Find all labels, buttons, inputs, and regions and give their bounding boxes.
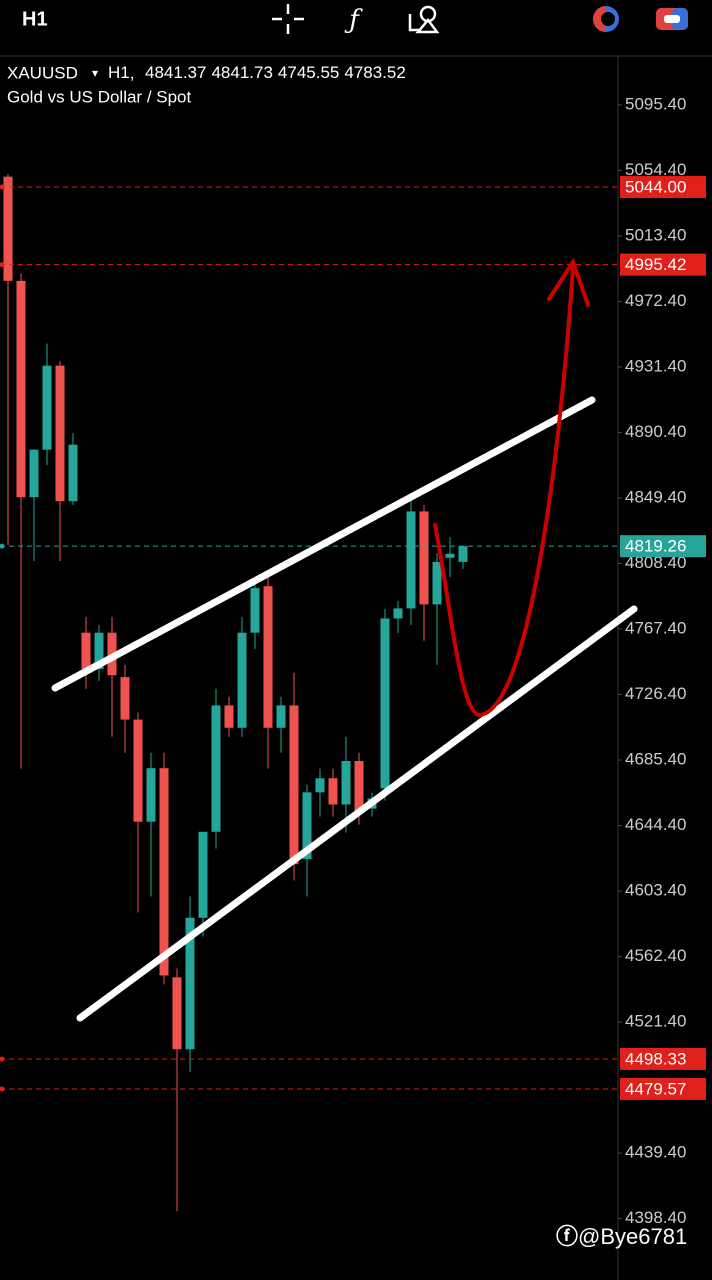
y-tick-label: 4644.40 (625, 815, 686, 834)
candle-body (250, 588, 260, 633)
candle-body (198, 831, 208, 918)
candle-body (172, 977, 182, 1050)
price-label-box (620, 1047, 706, 1070)
price-label-box (620, 535, 706, 558)
y-tick-label: 5054.40 (625, 160, 686, 179)
price-label-box (620, 1077, 706, 1100)
candle-body (380, 618, 390, 789)
candle-body (237, 632, 247, 728)
candle-body (276, 705, 286, 728)
candle-body (120, 677, 130, 720)
readout-value: 4745.55 (278, 63, 339, 82)
candle-body (445, 553, 455, 558)
header-timeframe: H1, (108, 63, 134, 82)
candle-body (315, 778, 325, 793)
price-label: 5044.00 (625, 178, 686, 197)
candle-body (146, 768, 156, 822)
price-line-dot (0, 1056, 5, 1062)
candle-body (68, 444, 78, 502)
y-tick-label: 4562.40 (625, 946, 686, 965)
candle-body (419, 511, 429, 605)
y-tick-label: 4890.40 (625, 422, 686, 441)
candle-body (289, 705, 299, 865)
price-line-dot (0, 262, 5, 268)
readout-value: 4783.52 (344, 63, 405, 82)
candle-body (159, 768, 169, 976)
price-line-dot (0, 184, 5, 190)
y-tick-label: 5095.40 (625, 94, 686, 113)
subtitle: Gold vs US Dollar / Spot (7, 87, 192, 106)
y-tick-label: 4767.40 (625, 618, 686, 637)
price-line-dot (0, 543, 5, 549)
candle-body (224, 705, 234, 728)
y-tick-label: 4398.40 (625, 1208, 686, 1227)
candle-body (406, 511, 416, 609)
price-label-box (620, 253, 706, 276)
y-tick-label: 4808.40 (625, 553, 686, 572)
trade-icon[interactable] (656, 8, 688, 30)
y-tick-label: 4521.40 (625, 1012, 686, 1031)
candle-body (393, 608, 403, 619)
projection-arrow (433, 257, 590, 718)
candle-body (29, 449, 39, 498)
header-timeframe-value: H1 (108, 63, 130, 82)
y-tick-label: 4849.40 (625, 487, 686, 506)
candle-body (55, 365, 65, 502)
price-label: 4995.42 (625, 255, 686, 274)
y-tick-label: 4603.40 (625, 881, 686, 900)
candle-body (185, 917, 195, 1050)
readout-value: 4841.73 (211, 63, 272, 82)
ohlc-readout: 4841.37 4841.73 4745.55 4783.52 (145, 63, 406, 82)
candle-body (432, 561, 442, 605)
indicator-icon[interactable]: ƒ (344, 5, 363, 35)
candle-body (81, 632, 91, 670)
candle-body (133, 719, 143, 822)
candle-body (94, 632, 104, 670)
candle-body (302, 792, 312, 860)
candle-body (354, 760, 364, 814)
watermark-text: @Bye6781 (578, 1224, 687, 1249)
price-line-dot (0, 1086, 5, 1092)
plot: 5095.40 5054.40 5013.40 4972.40 4931.40 4890.… (0, 94, 686, 1227)
watermark: ⓕ@Bye6781 (556, 1224, 687, 1249)
y-tick-label: 5013.40 (625, 225, 686, 244)
y-tick-label: 4439.40 (625, 1143, 686, 1162)
candle-body (341, 760, 351, 805)
objects-icon[interactable] (408, 5, 440, 34)
price-label-box (620, 176, 706, 199)
candle-body (3, 176, 13, 281)
price-label: 4479.57 (625, 1079, 686, 1098)
y-tick-label: 4972.40 (625, 291, 686, 310)
y-tick-label: 4931.40 (625, 356, 686, 375)
price-label: 4498.33 (625, 1049, 686, 1068)
candle-body (328, 778, 338, 805)
candle-body (42, 365, 52, 450)
watermark-icon: ⓕ (556, 1224, 578, 1249)
symbol[interactable]: XAUUSD (7, 63, 78, 82)
price-label: 4819.26 (625, 537, 686, 556)
y-tick-label: 4685.40 (625, 750, 686, 769)
readout-value: 4841.37 (145, 63, 206, 82)
candle-body (211, 705, 221, 832)
channel-lines (51, 396, 638, 1022)
toolbar-timeframe[interactable]: H1 (22, 8, 48, 30)
candle-body (16, 280, 26, 498)
clock-icon[interactable] (593, 6, 619, 32)
y-tick-label: 4726.40 (625, 684, 686, 703)
symbol-dropdown[interactable]: ▾ (92, 66, 98, 80)
candle-body (263, 586, 273, 728)
crosshair-icon[interactable] (272, 4, 304, 34)
candle-body (458, 546, 468, 562)
